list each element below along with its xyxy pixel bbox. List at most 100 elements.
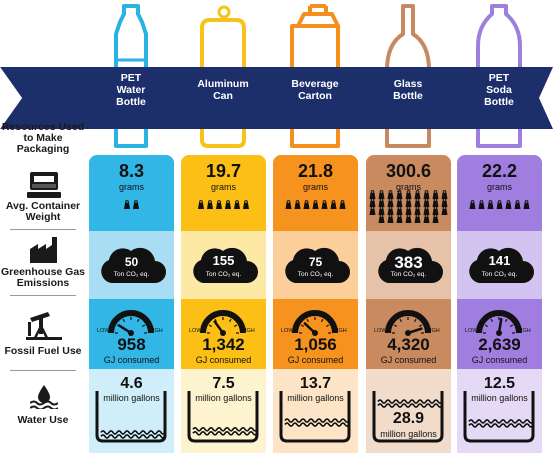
- weight-handle: [524, 200, 529, 204]
- gauge-icon: [200, 310, 246, 336]
- weight-band: [181, 155, 266, 231]
- weight-icon: [441, 201, 448, 207]
- fossil-unit: GJ consumed: [195, 355, 252, 365]
- product-column: 22.2 grams 141 Ton CO₂ eq. LOW HIGH 2,639 GJ co…: [457, 155, 542, 453]
- water-tank-icon: [187, 391, 259, 443]
- weight-icon: [414, 193, 421, 199]
- weight-handle: [388, 206, 393, 210]
- weight-handle: [397, 206, 402, 210]
- weight-icons: [198, 200, 249, 209]
- weight-icon: [378, 201, 385, 207]
- weight-handle: [322, 200, 327, 204]
- product-label-line: Glass: [393, 78, 423, 90]
- weight-icon: [478, 203, 485, 209]
- water-level-line: [100, 430, 166, 435]
- weight-handle: [379, 198, 384, 202]
- banner-ribbon: [0, 67, 553, 129]
- weight-icon: [414, 201, 421, 207]
- weight-handle: [424, 190, 429, 194]
- water-level-line: [377, 399, 443, 404]
- gauge-low-label: LOW: [189, 328, 202, 334]
- weight-icon: [423, 217, 430, 223]
- water-level-line: [468, 419, 534, 424]
- product-label: PET Water Bottle: [99, 72, 163, 108]
- row-label-weight: Avg. Container Weight: [5, 200, 81, 223]
- scale-icon: [27, 172, 61, 198]
- weight-handle: [424, 198, 429, 202]
- water-tank-icon: [463, 391, 535, 443]
- weight-handle: [442, 198, 447, 202]
- water-value: 7.5: [212, 375, 235, 392]
- row-label-water: Water Use: [17, 414, 69, 426]
- weight-handle: [304, 200, 309, 204]
- weight-handle: [208, 200, 212, 204]
- glass-bottle-icon: [385, 4, 431, 148]
- product-column: 21.8 grams 75 Ton CO₂ eq. LOW HIGH 1,056 GJ con…: [273, 155, 358, 453]
- gauge-icon: [108, 310, 154, 336]
- ghg-value: 141: [488, 253, 511, 268]
- weight-handle: [506, 200, 511, 204]
- weight-handle: [433, 198, 438, 202]
- gauge-low-label: LOW: [97, 328, 110, 334]
- weight-handle: [406, 214, 411, 218]
- weight-icon: [124, 203, 130, 209]
- weight-icon: [216, 203, 222, 209]
- oil-pump-icon: [26, 312, 62, 340]
- weight-icon: [523, 203, 530, 209]
- weight-handle: [397, 214, 402, 218]
- weight-handle: [406, 206, 411, 210]
- weight-handle: [433, 206, 438, 210]
- weight-icon: [396, 201, 403, 207]
- ghg-unit: Ton CO₂ eq.: [297, 271, 334, 278]
- product-label: PET Soda Bottle: [467, 72, 531, 108]
- water-value: 13.7: [299, 375, 332, 392]
- water-drop-icon: [30, 385, 58, 409]
- product-label-line: Beverage: [291, 78, 339, 90]
- weight-handle: [424, 206, 429, 210]
- weight-icon: [396, 209, 403, 215]
- weight-icon: [441, 193, 448, 199]
- water-unit: million gallons: [380, 429, 437, 439]
- weight-handle: [226, 200, 230, 204]
- fossil-unit: GJ consumed: [103, 355, 160, 365]
- water-tank-icon: [372, 391, 444, 443]
- product-label-line: Water: [116, 84, 146, 96]
- row-divider: [10, 229, 76, 230]
- water-band: [457, 369, 542, 453]
- weight-icon: [225, 203, 231, 209]
- weight-handle: [397, 198, 402, 202]
- weight-icons: [285, 200, 346, 209]
- weight-icon: [514, 203, 521, 209]
- aluminum-can-icon: [200, 5, 246, 148]
- weight-handle: [370, 206, 375, 210]
- water-tank-icon: [95, 391, 167, 443]
- fossil-value: 958: [117, 335, 146, 354]
- water-band: [273, 369, 358, 453]
- product-label-line: PET: [120, 72, 142, 84]
- weight-unit: grams: [486, 182, 512, 192]
- weight-handle: [515, 200, 520, 204]
- weight-icon: [405, 193, 412, 199]
- weight-icon: [234, 203, 240, 209]
- weight-handle: [406, 198, 411, 202]
- weight-icons: [124, 200, 139, 209]
- weight-unit: grams: [210, 182, 236, 192]
- weight-icon: [378, 209, 385, 215]
- weight-handle: [235, 200, 239, 204]
- weight-icon: [414, 209, 421, 215]
- weight-icon: [396, 217, 403, 223]
- water-unit: million gallons: [103, 393, 160, 403]
- weight-handle: [379, 206, 384, 210]
- weight-handle: [406, 190, 411, 194]
- product-label-line: Carton: [298, 90, 332, 102]
- water-level-line: [192, 427, 258, 432]
- weight-icon: [396, 193, 403, 199]
- weight-unit: grams: [118, 182, 144, 192]
- weight-handle: [125, 200, 129, 204]
- gauge-high-label: HIGH: [333, 328, 347, 334]
- weight-icon: [387, 193, 394, 199]
- product-label: Glass Bottle: [376, 78, 440, 102]
- weight-icon: [369, 193, 376, 199]
- fossil-unit: GJ consumed: [471, 355, 528, 365]
- weight-icon: [487, 203, 494, 209]
